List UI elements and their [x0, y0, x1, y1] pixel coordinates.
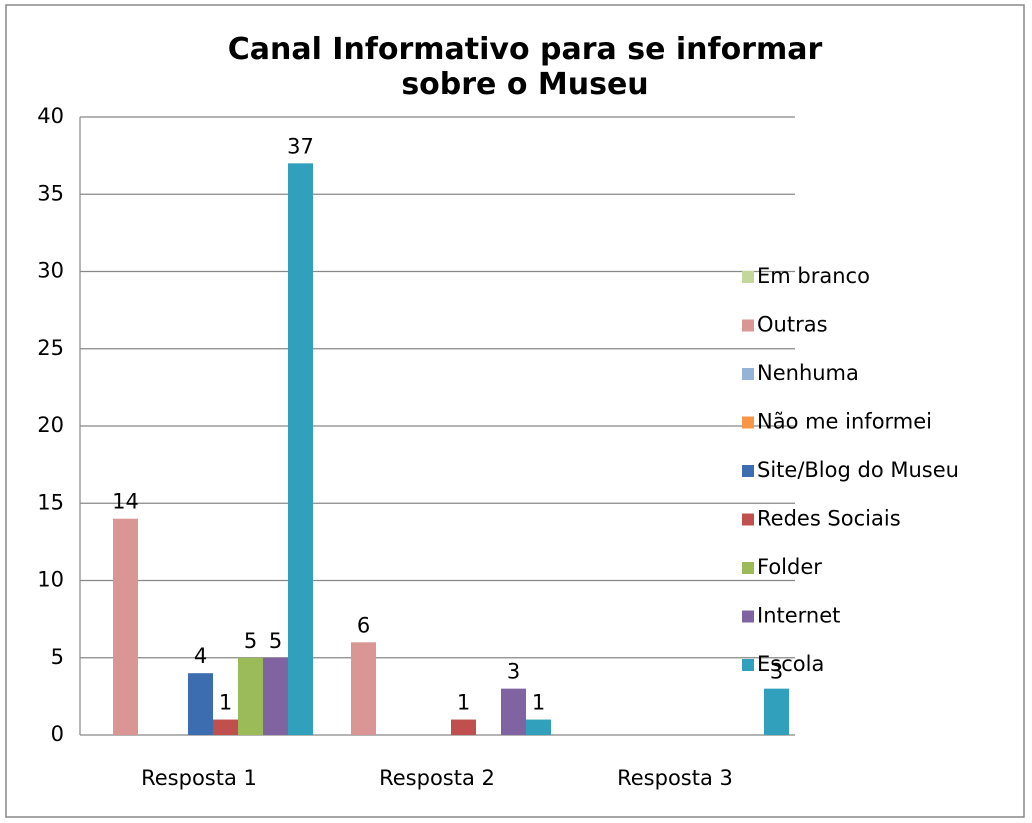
data-label: 6: [357, 613, 370, 637]
chart-title: Canal Informativo para se informar sobre…: [227, 32, 823, 102]
legend-swatch: [742, 513, 754, 526]
bar: [188, 673, 213, 735]
bar: [263, 657, 288, 735]
legend-label: Internet: [757, 604, 840, 628]
y-tick-label: 5: [51, 645, 64, 669]
data-label: 14: [112, 490, 139, 514]
bar: [501, 688, 526, 735]
legend-swatch: [742, 610, 754, 623]
legend-swatch: [742, 368, 754, 380]
y-tick-label: 30: [37, 259, 64, 283]
bar: [288, 163, 313, 736]
bar: [526, 719, 551, 735]
legend-swatch: [742, 465, 754, 477]
legend-label: Redes Sociais: [757, 507, 901, 531]
legend-label: Em branco: [757, 264, 870, 288]
bar: [113, 518, 138, 735]
legend-label: Nenhuma: [757, 361, 859, 385]
x-tick-label: Resposta 3: [617, 766, 733, 790]
chart-border: [5, 4, 1025, 818]
data-label: 5: [269, 629, 282, 653]
data-label: 4: [194, 644, 207, 668]
bar: [451, 719, 476, 735]
bar: [764, 688, 789, 735]
legend-label: Folder: [757, 555, 822, 579]
legend-swatch: [742, 319, 754, 332]
data-label: 5: [244, 629, 257, 653]
data-label: 1: [532, 691, 545, 715]
bar: [238, 657, 263, 735]
data-label: 1: [219, 691, 232, 715]
data-label: 3: [770, 660, 783, 684]
data-label: 37: [287, 134, 314, 158]
bar: [351, 642, 376, 735]
legend-label: Escola: [757, 652, 824, 676]
y-tick-label: 20: [37, 413, 64, 437]
legend-label: Site/Blog do Museu: [757, 458, 959, 482]
x-tick-label: Resposta 2: [379, 766, 495, 790]
y-tick-label: 25: [37, 336, 64, 360]
x-tick-label: Resposta 1: [141, 766, 257, 790]
data-label: 1: [457, 691, 470, 715]
legend-swatch: [742, 416, 754, 429]
y-tick-label: 40: [37, 104, 64, 128]
legend-swatch: [742, 659, 754, 671]
legend-label: Outras: [757, 313, 828, 337]
data-label: 3: [507, 660, 520, 684]
y-tick-label: 0: [51, 722, 64, 746]
bar: [213, 719, 238, 735]
y-tick-label: 10: [37, 568, 64, 592]
legend-swatch: [742, 271, 754, 283]
y-tick-label: 35: [37, 181, 64, 205]
legend-swatch: [742, 562, 754, 574]
legend-label: Não me informei: [757, 410, 932, 434]
y-tick-label: 15: [37, 490, 64, 514]
